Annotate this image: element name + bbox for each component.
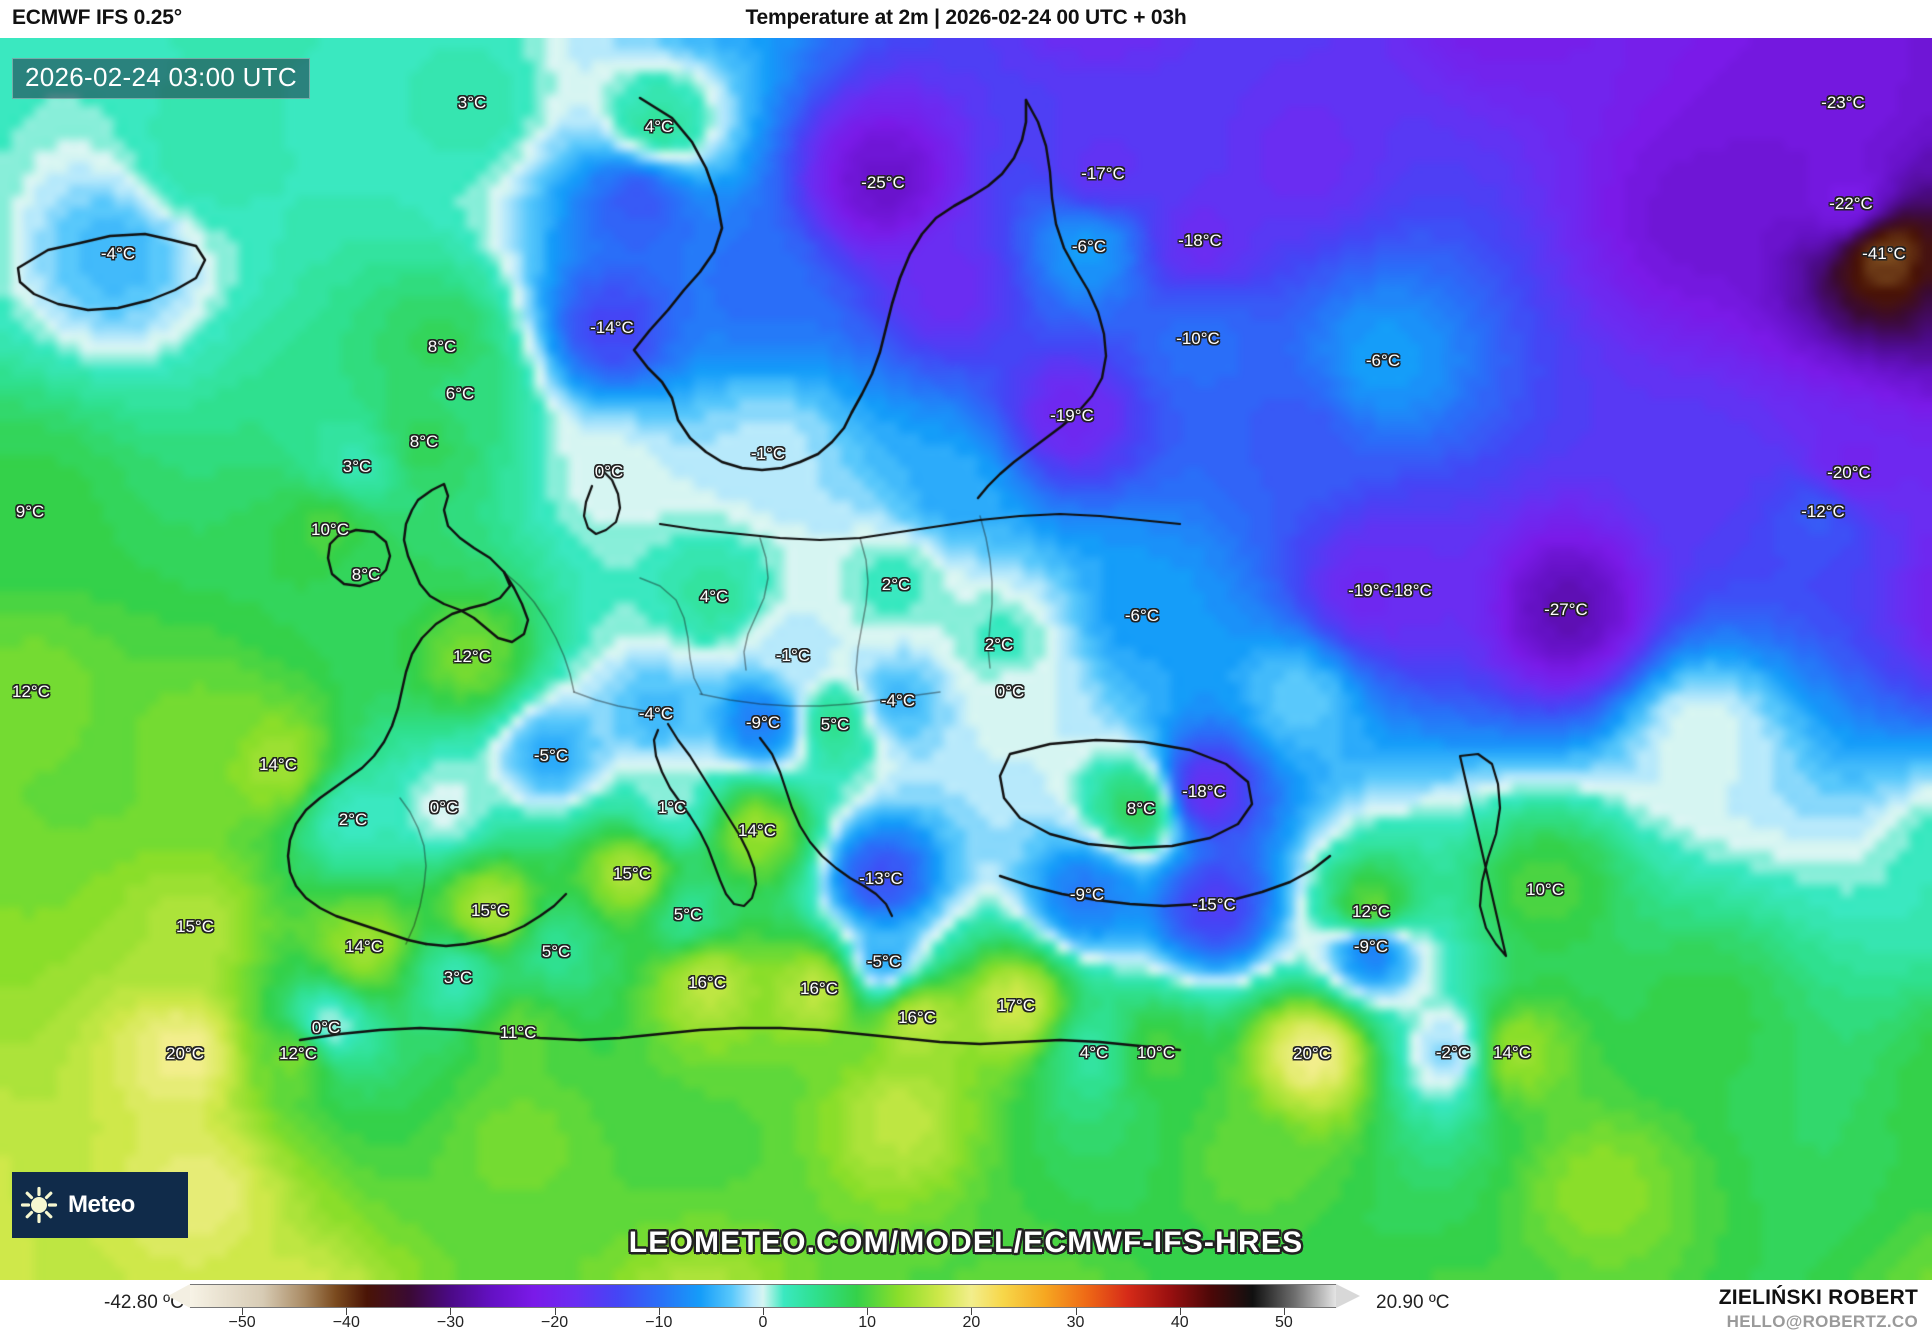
colorbar-gradient	[190, 1284, 1336, 1308]
colorbar-tick	[763, 1308, 764, 1315]
colorbar-overflow-arrow	[1336, 1284, 1360, 1308]
page-header: ECMWF IFS 0.25° Temperature at 2m | 2026…	[0, 0, 1932, 38]
colorbar-tick	[242, 1308, 244, 1315]
colorbar-tick-label: −40	[332, 1314, 360, 1331]
colorbar-tick-label: 40	[1170, 1314, 1189, 1331]
colorbar-max-label: 20.90 ºC	[1376, 1292, 1450, 1313]
site-watermark: LEOMETEO.COM/MODEL/ECMWF-IFS-HRES	[628, 1226, 1304, 1259]
colorbar-tick-label: 30	[1066, 1314, 1085, 1331]
colorbar-tick	[1179, 1308, 1181, 1315]
colorbar-tick-label: 20	[962, 1314, 981, 1331]
author-credit: ZIELIŃSKI ROBERT HELLO@ROBERTZ.CO	[1719, 1286, 1918, 1332]
page-title: Temperature at 2m | 2026-02-24 00 UTC + …	[745, 6, 1187, 29]
colorbar-tick-label: 0	[758, 1314, 768, 1331]
valid-time-badge: 2026-02-24 03:00 UTC	[12, 58, 310, 100]
colorbar-tick	[971, 1308, 973, 1315]
colorbar-tick	[1283, 1308, 1285, 1315]
colorbar-tick-label: −50	[228, 1314, 256, 1331]
colorbar-tick-label: 10	[858, 1314, 877, 1331]
colorbar-tick-label: −10	[645, 1314, 673, 1331]
author-email[interactable]: HELLO@ROBERTZ.CO	[1726, 1312, 1918, 1331]
colorbar[interactable]: −50 −40 −30 −20 −10 0 10 20 30 40 50	[168, 1284, 1364, 1331]
colorbar-tick	[450, 1308, 452, 1315]
temperature-field-canvas	[0, 38, 1932, 1280]
colorbar-tick-label: −30	[436, 1314, 465, 1331]
colorbar-tick	[554, 1308, 556, 1315]
model-name: ECMWF IFS 0.25°	[12, 6, 182, 29]
colorbar-tick	[346, 1308, 348, 1315]
colorbar-min-label: -42.80 ºC	[104, 1292, 184, 1313]
colorbar-tick	[1075, 1308, 1077, 1315]
colorbar-tick-label: 50	[1275, 1314, 1293, 1331]
colorbar-tick	[658, 1308, 660, 1315]
brand-logo-text: Meteo	[68, 1191, 135, 1218]
colorbar-tick-label: −20	[541, 1314, 569, 1331]
colorbar-tick	[867, 1308, 869, 1315]
page-footer: -42.80 ºC −50 −40 −30 −20 −10 0 10 20 30 40 50 20.…	[0, 1280, 1932, 1338]
colorbar-underflow-arrow	[168, 1284, 190, 1308]
author-name: ZIELIŃSKI ROBERT	[1718, 1286, 1918, 1309]
temperature-map[interactable]: 2026-02-24 03:00 UTC 3°C 4°C -25°C -17°C -23…	[0, 38, 1932, 1280]
sun-icon	[12, 1185, 66, 1225]
brand-logo[interactable]: Meteo	[12, 1172, 188, 1238]
